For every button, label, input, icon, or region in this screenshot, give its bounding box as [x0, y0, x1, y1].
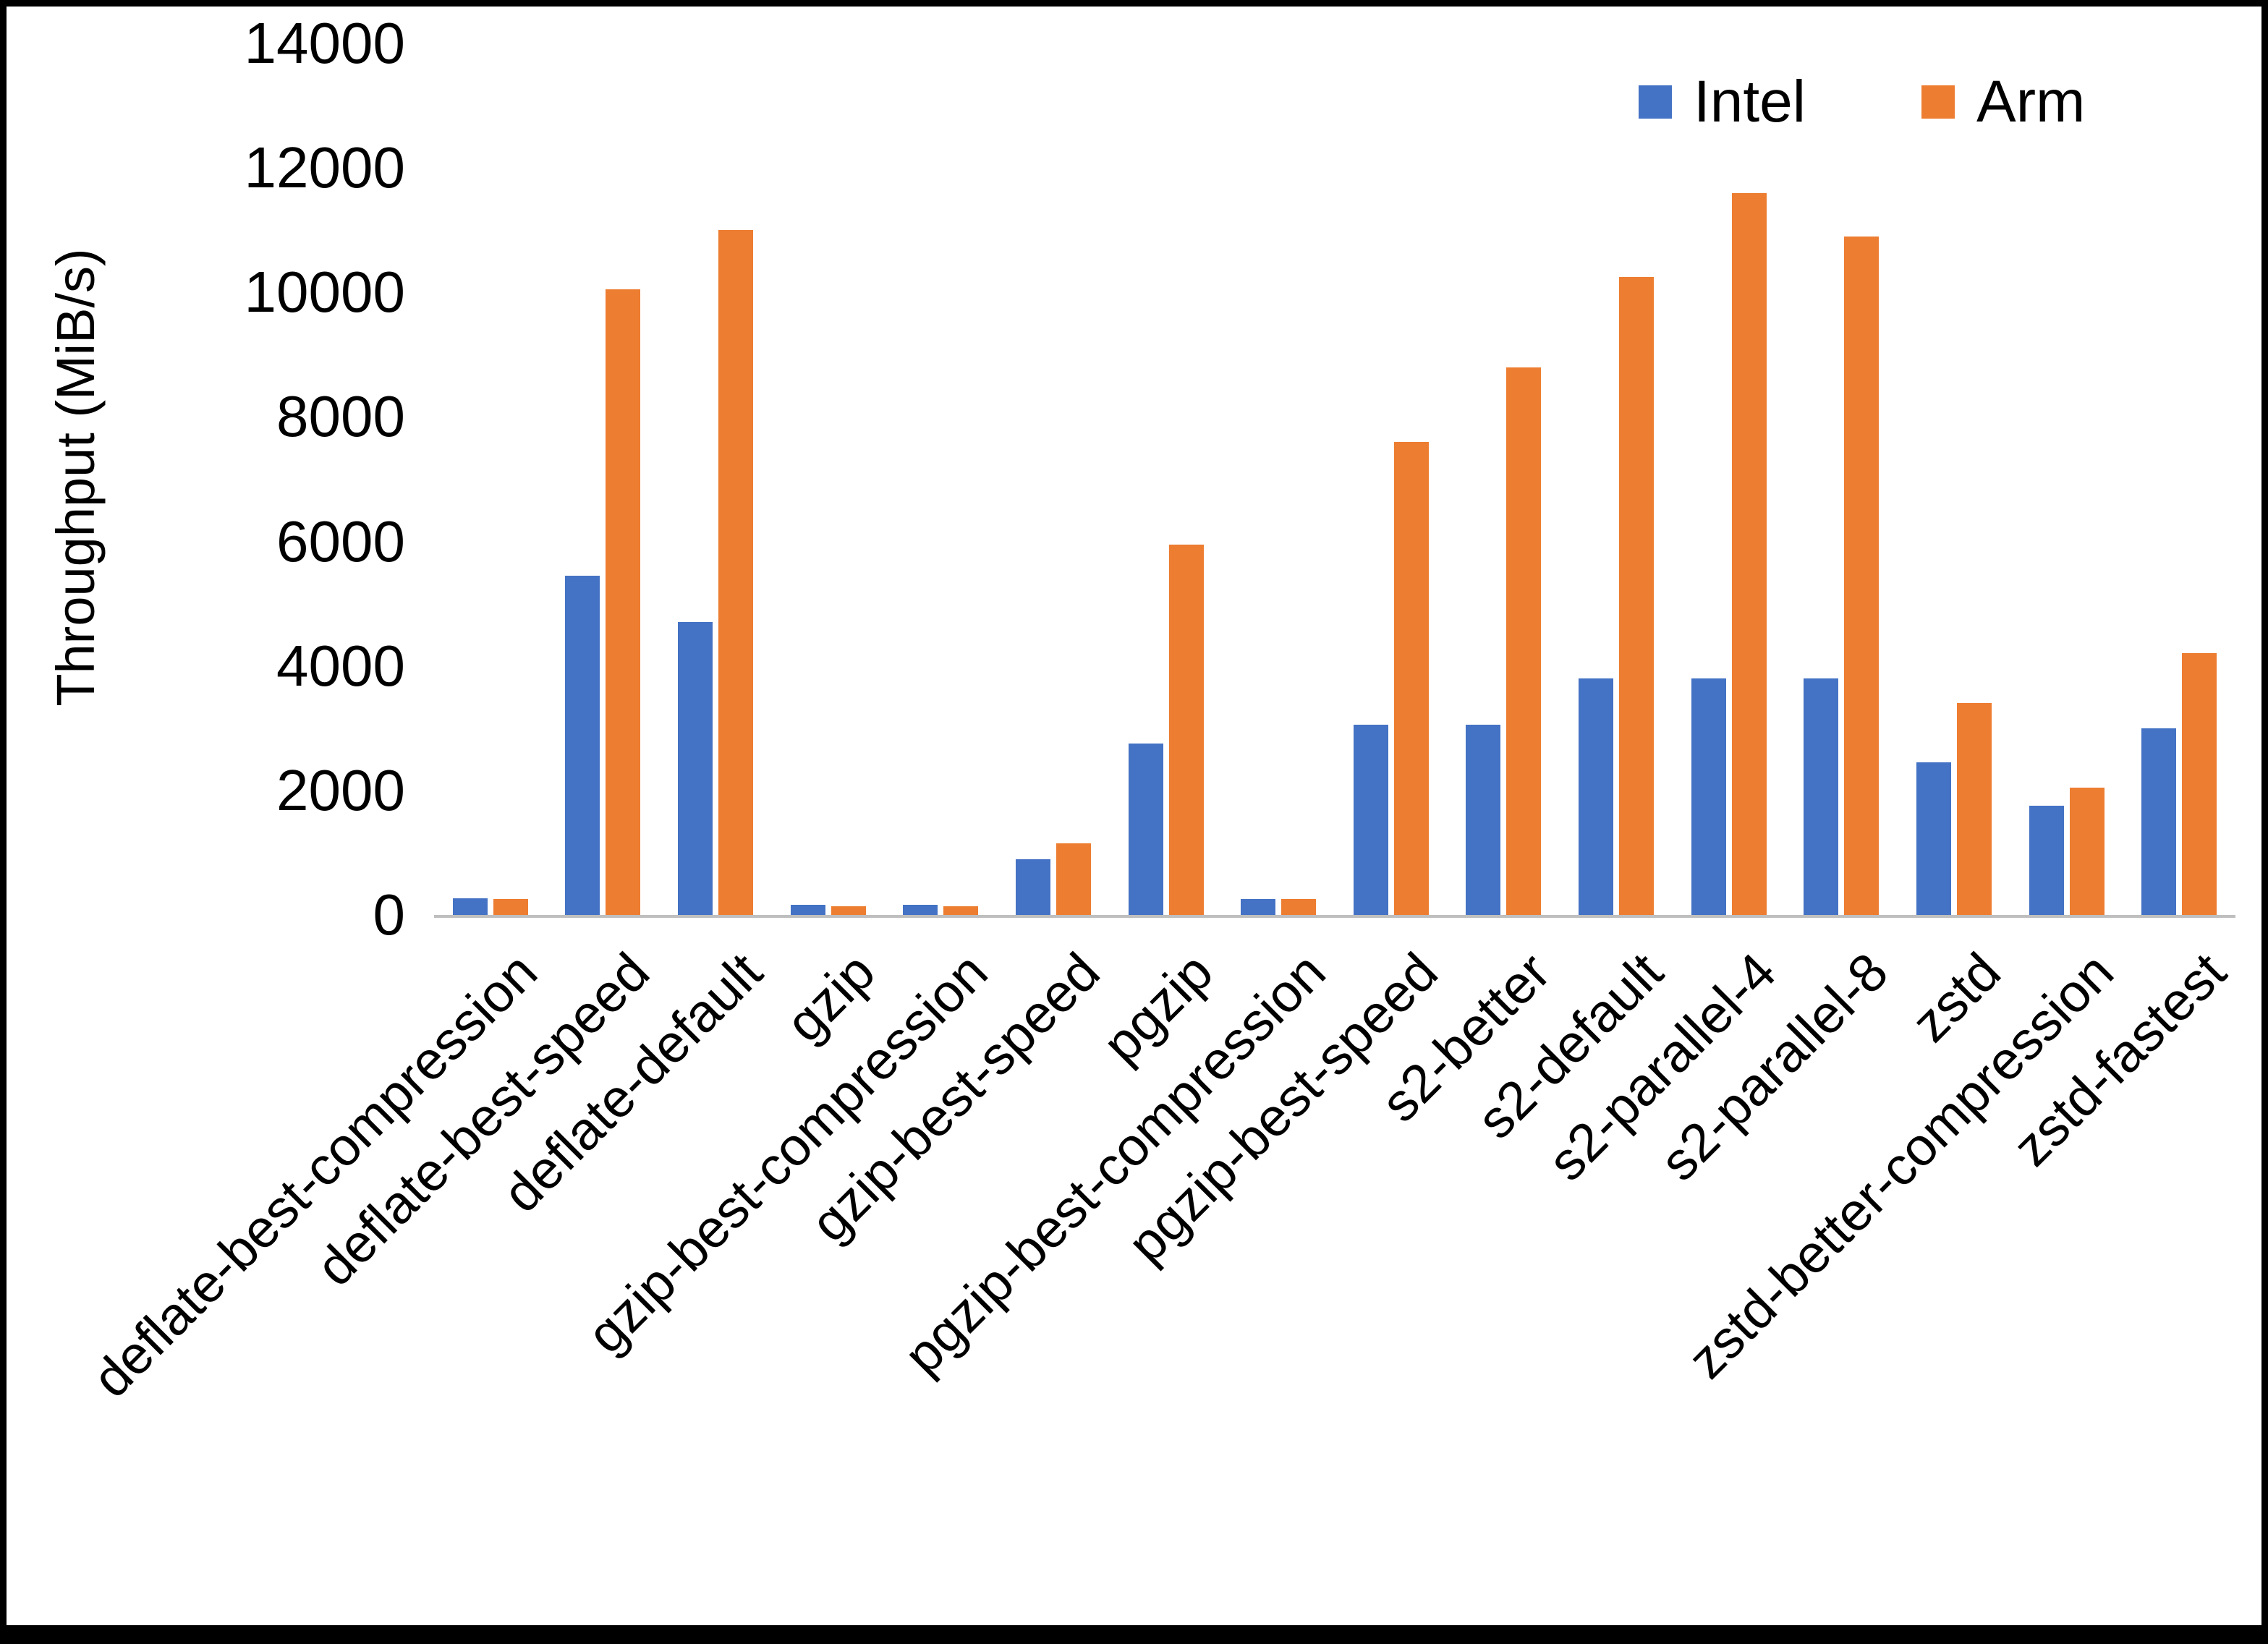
y-tick-label: 4000	[276, 633, 405, 698]
bar-arm-s2-default	[1619, 277, 1654, 915]
bar-intel-s2-parallel-4	[1691, 678, 1726, 915]
legend-item-intel: Intel	[1639, 72, 1806, 132]
bar-arm-gzip-best-speed	[1056, 843, 1091, 915]
bar-intel-deflate-best-compression	[453, 898, 488, 915]
legend-item-arm: Arm	[1921, 72, 2085, 132]
bar-intel-zstd-fastest	[2141, 728, 2176, 915]
bar-arm-deflate-best-speed	[606, 289, 640, 915]
y-tick-label: 2000	[276, 757, 405, 822]
y-tick-label: 6000	[276, 508, 405, 574]
legend-swatch-intel	[1639, 85, 1672, 119]
legend-label-intel: Intel	[1694, 69, 1806, 135]
y-tick-label: 10000	[244, 260, 405, 325]
bar-arm-s2-parallel-4	[1732, 193, 1767, 915]
bar-intel-s2-default	[1579, 678, 1613, 915]
y-axis-title: Throughput (MiB/s)	[46, 248, 106, 707]
x-category-label: deflate-best-compression	[80, 941, 548, 1409]
y-tick-label: 12000	[244, 135, 405, 200]
bar-arm-deflate-default	[718, 230, 753, 915]
bar-intel-gzip-best-compression	[903, 905, 938, 915]
bar-intel-pgzip	[1129, 744, 1163, 915]
bar-intel-gzip-best-speed	[1016, 859, 1050, 915]
bar-arm-gzip-best-compression	[943, 906, 978, 915]
bar-intel-deflate-default	[678, 622, 713, 915]
y-tick-label: 8000	[276, 384, 405, 449]
bar-intel-pgzip-best-speed	[1354, 725, 1388, 915]
bar-arm-pgzip-best-compression	[1281, 899, 1316, 915]
y-tick-label: 14000	[244, 11, 405, 75]
legend: Intel Arm	[1639, 72, 2085, 132]
bar-intel-s2-parallel-8	[1804, 678, 1838, 915]
bar-arm-s2-better	[1506, 367, 1541, 915]
y-tick-label: 0	[373, 882, 406, 947]
bar-arm-zstd-fastest	[2182, 653, 2217, 915]
legend-swatch-arm	[1921, 85, 1955, 119]
bar-arm-deflate-best-compression	[493, 899, 528, 915]
bar-intel-deflate-best-speed	[565, 576, 600, 915]
bar-arm-zstd-better-compression	[2070, 788, 2105, 915]
bar-arm-gzip	[831, 906, 866, 915]
bar-arm-s2-parallel-8	[1844, 237, 1879, 915]
legend-label-arm: Arm	[1976, 69, 2086, 135]
bar-intel-gzip	[791, 905, 825, 915]
bar-arm-pgzip-best-speed	[1394, 442, 1429, 915]
x-axis-line	[434, 915, 2235, 918]
bar-intel-pgzip-best-compression	[1241, 899, 1275, 915]
bar-intel-s2-better	[1466, 725, 1500, 915]
bar-intel-zstd	[1916, 762, 1951, 915]
bar-intel-zstd-better-compression	[2029, 806, 2064, 915]
bar-arm-pgzip	[1169, 545, 1204, 915]
bar-arm-zstd	[1957, 703, 1992, 915]
